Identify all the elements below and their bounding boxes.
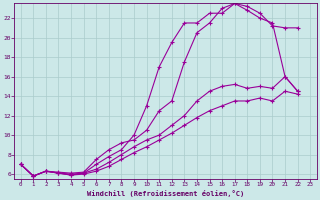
- X-axis label: Windchill (Refroidissement éolien,°C): Windchill (Refroidissement éolien,°C): [87, 190, 244, 197]
